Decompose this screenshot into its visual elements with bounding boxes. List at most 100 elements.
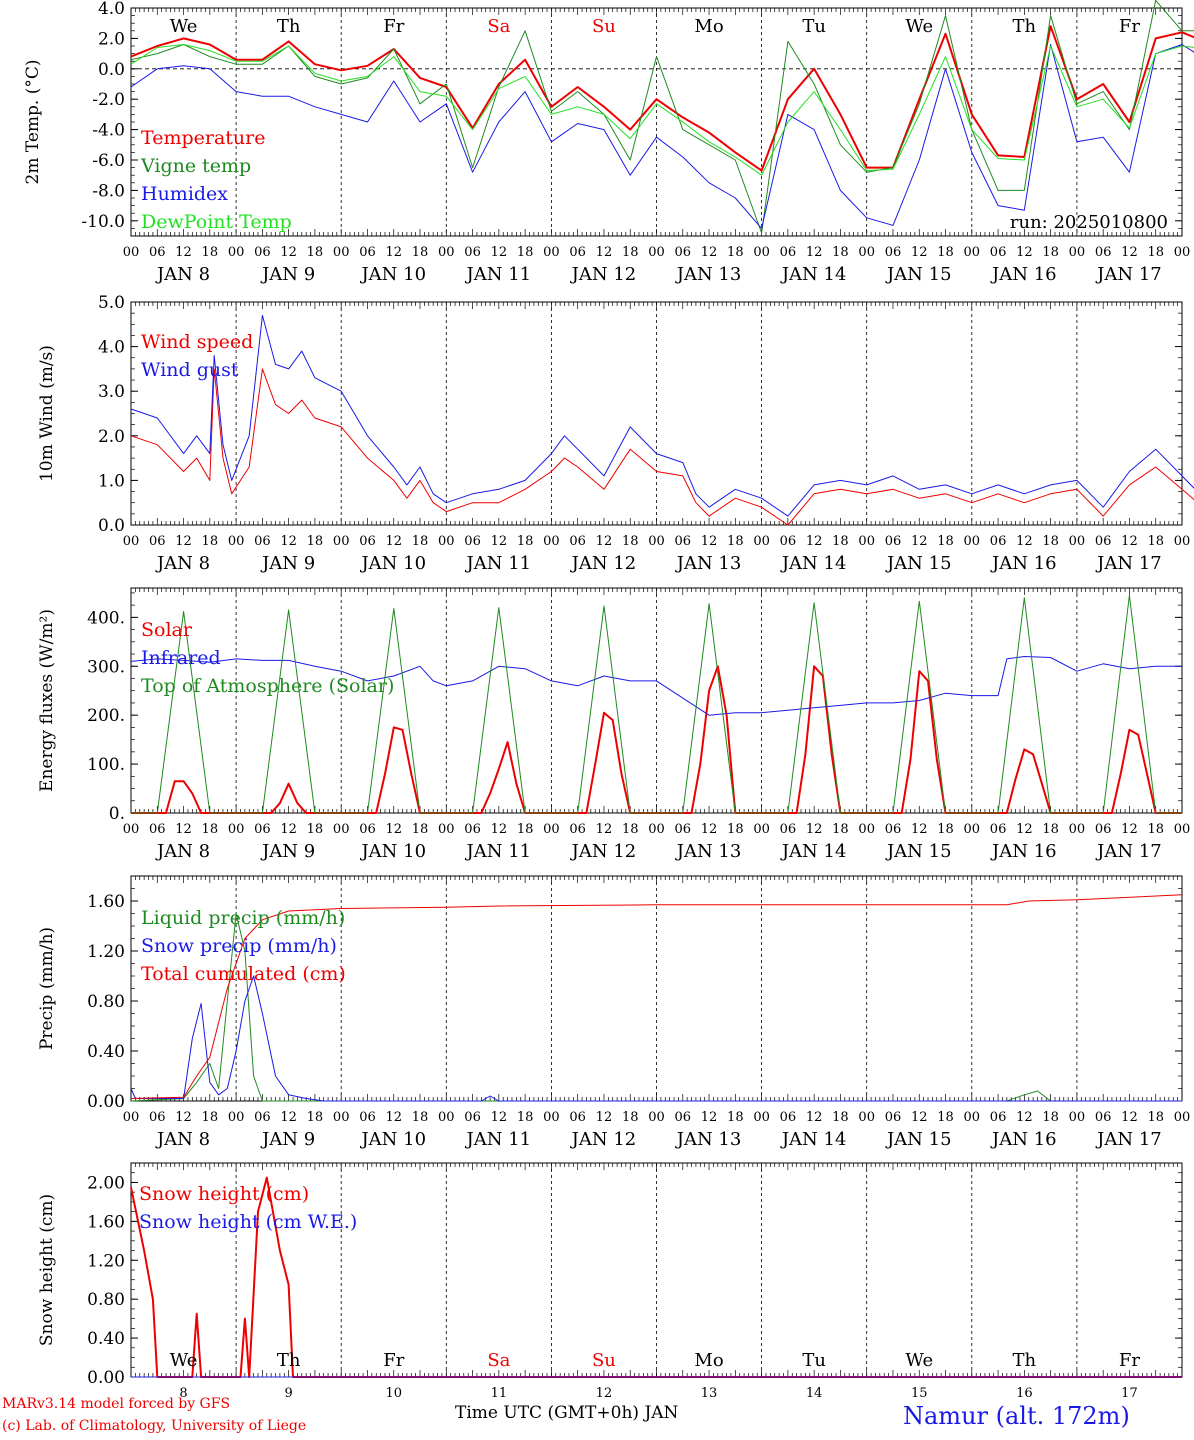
energy-x-tick-label: 12: [701, 822, 718, 837]
precip-date-label: JAN 12: [570, 1129, 637, 1150]
snow-weekday-label: Fr: [1119, 1350, 1140, 1371]
energy-series-infrared: [130, 656, 1182, 716]
temp-legend-entry: Temperature: [141, 127, 265, 149]
temp-x-tick-label: 00: [123, 245, 140, 260]
energy-x-tick-label: 18: [622, 822, 639, 837]
precip-x-tick-label: 12: [701, 1110, 718, 1125]
energy-x-tick-label: 18: [202, 822, 219, 837]
snow-y-tick-label: 2.00: [87, 1173, 125, 1193]
energy-y-axis-title: Energy fluxes (W/m²): [37, 609, 57, 792]
temp-x-tick-label: 18: [412, 245, 429, 260]
temp-series-humidex: [130, 44, 1194, 229]
temp-x-tick-label: 12: [280, 245, 297, 260]
energy-y-tick-label: 300.: [87, 657, 125, 677]
snow-y-tick-label: 0.00: [87, 1368, 125, 1388]
temp-x-tick-label: 18: [1147, 245, 1164, 260]
precip-x-tick-label: 18: [622, 1110, 639, 1125]
energy-date-label: JAN 11: [465, 841, 532, 862]
energy-date-label: JAN 8: [155, 841, 210, 862]
precip-x-tick-label: 00: [648, 1110, 665, 1125]
temp-x-tick-label: 00: [964, 245, 981, 260]
wind-x-tick-label: 00: [438, 534, 455, 549]
precip-x-tick-label: 06: [885, 1110, 902, 1125]
temp-x-tick-label: 12: [806, 245, 823, 260]
energy-x-tick-label: 12: [1016, 822, 1033, 837]
energy-date-label: JAN 15: [885, 841, 952, 862]
precip-x-tick-label: 00: [123, 1110, 140, 1125]
snow-legend-entry: Snow height (cm): [139, 1183, 309, 1205]
energy-x-tick-label: 06: [569, 822, 586, 837]
precip-x-tick-label: 00: [228, 1110, 245, 1125]
snow-y-tick-label: 0.80: [87, 1290, 125, 1310]
wind-x-tick-label: 00: [1174, 534, 1191, 549]
energy-date-label: JAN 10: [359, 841, 426, 862]
precip-x-tick-label: 00: [753, 1110, 770, 1125]
energy-frame: [130, 587, 1183, 814]
wind-series-wind-gust: [130, 314, 1194, 517]
energy-x-tick-label: 00: [123, 822, 140, 837]
temp-legend-entry: DewPoint Temp: [141, 211, 292, 233]
energy-x-tick-label: 06: [780, 822, 797, 837]
temp-x-tick-label: 06: [675, 245, 692, 260]
precip-date-label: JAN 8: [155, 1129, 210, 1150]
precip-x-tick-label: 06: [1095, 1110, 1112, 1125]
energy-y-tick-label: 100.: [87, 755, 125, 775]
precip-panel: [130, 875, 1183, 1102]
temp-weekday-label: We: [170, 16, 198, 37]
temp-date-label: JAN 15: [885, 264, 952, 285]
energy-panel: [130, 587, 1183, 814]
precip-x-tick-label: 00: [438, 1110, 455, 1125]
wind-date-label: JAN 17: [1095, 553, 1162, 574]
precip-x-tick-label: 12: [1121, 1110, 1138, 1125]
snow-weekday-label: We: [170, 1350, 198, 1371]
temp-y-tick-label: -8.0: [92, 181, 125, 201]
precip-x-tick-label: 00: [333, 1110, 350, 1125]
precip-date-label: JAN 17: [1095, 1129, 1162, 1150]
wind-x-tick-label: 06: [1095, 534, 1112, 549]
wind-date-label: JAN 12: [570, 553, 637, 574]
temp-x-tick-label: 18: [517, 245, 534, 260]
wind-x-tick-label: 18: [1042, 534, 1059, 549]
snow-day-number: 14: [806, 1386, 823, 1401]
energy-x-tick-label: 12: [280, 822, 297, 837]
snow-weekday-label: Th: [1013, 1350, 1037, 1371]
wind-x-tick-label: 18: [1147, 534, 1164, 549]
wind-y-tick-label: 5.0: [98, 293, 125, 313]
wind-x-tick-label: 00: [648, 534, 665, 549]
temp-x-tick-label: 06: [149, 245, 166, 260]
energy-x-tick-label: 00: [1174, 822, 1191, 837]
wind-date-label: JAN 11: [465, 553, 532, 574]
energy-x-tick-label: 00: [228, 822, 245, 837]
wind-x-tick-label: 06: [885, 534, 902, 549]
snow-day-number: 12: [596, 1386, 613, 1401]
wind-x-tick-label: 12: [806, 534, 823, 549]
temp-x-tick-label: 18: [622, 245, 639, 260]
snow-day-number: 13: [701, 1386, 718, 1401]
temp-x-tick-label: 12: [596, 245, 613, 260]
precip-date-label: JAN 15: [885, 1129, 952, 1150]
wind-x-tick-label: 12: [1121, 534, 1138, 549]
wind-panel: [130, 301, 1194, 526]
energy-x-tick-label: 06: [1095, 822, 1112, 837]
temp-legend-entry: Vigne temp: [140, 155, 251, 177]
wind-x-tick-label: 00: [333, 534, 350, 549]
temp-date-label: JAN 9: [260, 264, 315, 285]
temp-legend-entry: Humidex: [141, 183, 228, 205]
temp-x-tick-label: 12: [701, 245, 718, 260]
wind-x-tick-label: 00: [858, 534, 875, 549]
precip-x-tick-label: 18: [937, 1110, 954, 1125]
energy-series-solar: [131, 665, 1182, 814]
temp-weekday-label: Fr: [383, 16, 404, 37]
temp-x-tick-label: 00: [648, 245, 665, 260]
wind-x-tick-label: 12: [280, 534, 297, 549]
precip-x-tick-label: 18: [307, 1110, 324, 1125]
temp-x-tick-label: 00: [333, 245, 350, 260]
temp-weekday-label: Tu: [802, 16, 826, 37]
snow-day-number: 11: [491, 1386, 508, 1401]
precip-date-label: JAN 14: [780, 1129, 847, 1150]
energy-x-tick-label: 00: [858, 822, 875, 837]
temp-x-tick-label: 12: [175, 245, 192, 260]
precip-x-tick-label: 12: [385, 1110, 402, 1125]
model-credit: MARv3.14 model forced by GFS: [2, 1396, 231, 1412]
